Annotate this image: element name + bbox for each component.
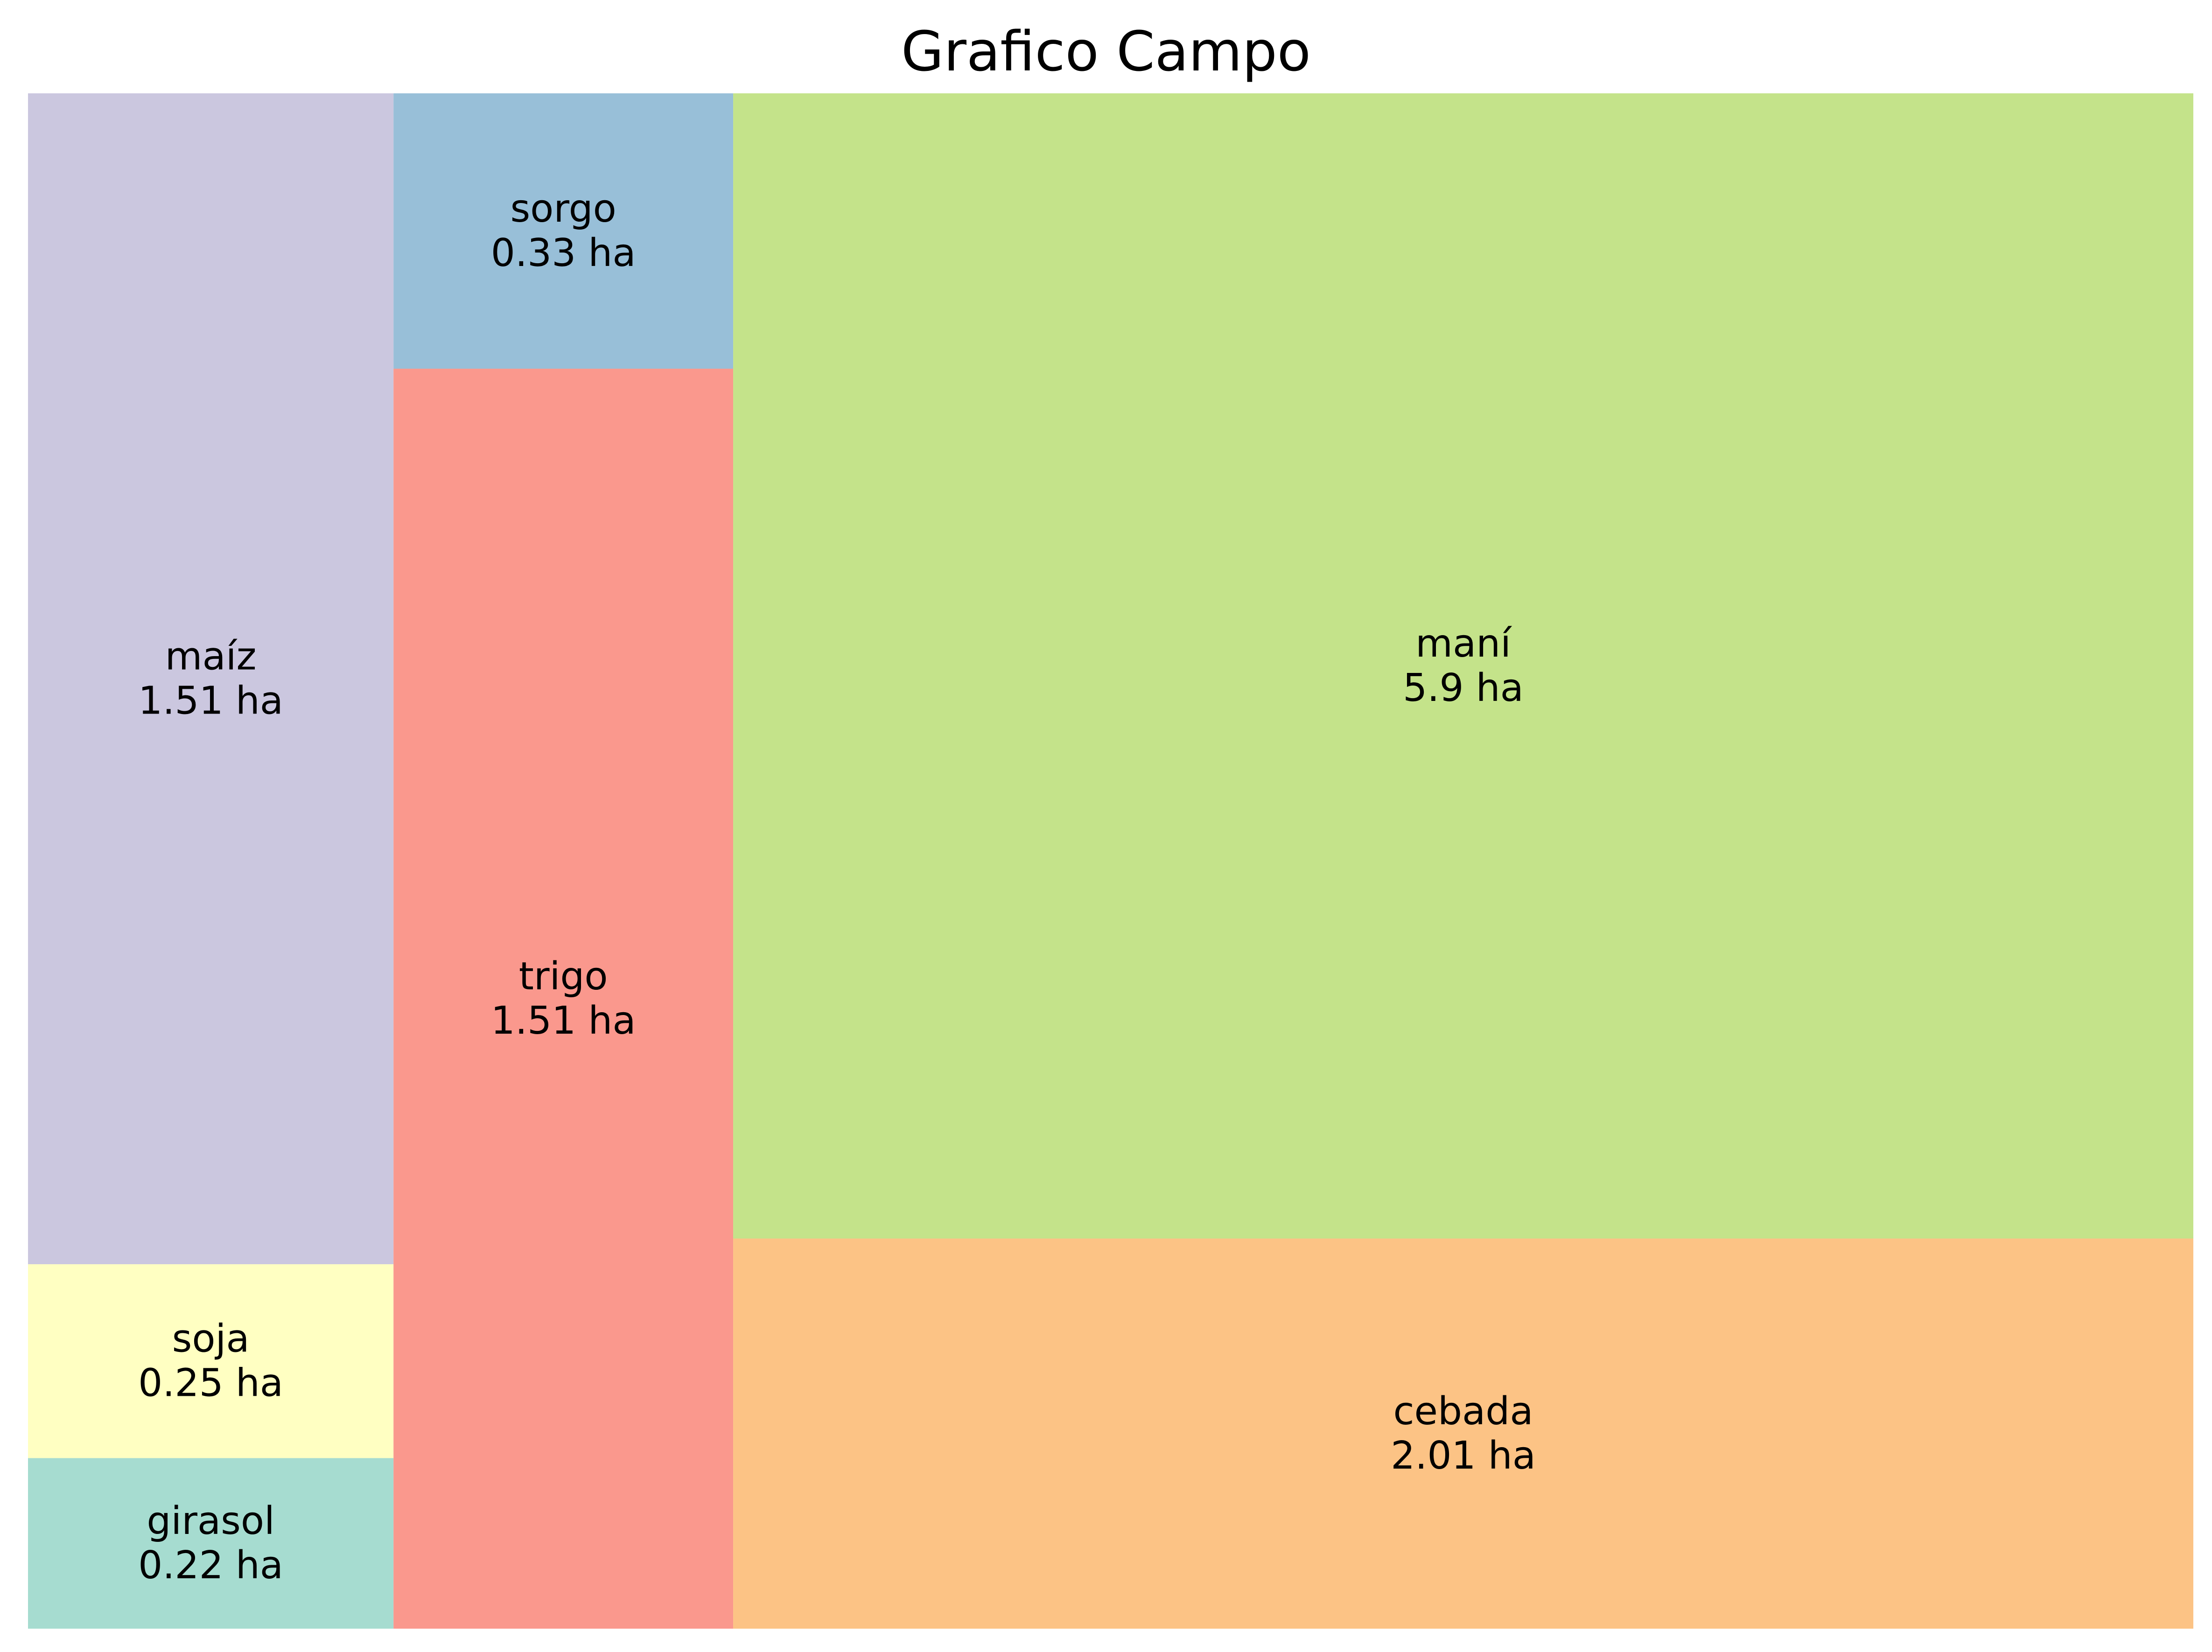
treemap-label-sorgo: sorgo	[510, 187, 616, 231]
treemap-rect-sorgo	[393, 93, 734, 369]
treemap-value-girasol: 0.22 ha	[138, 1543, 283, 1588]
treemap-rect-mani	[733, 93, 2193, 1239]
treemap-value-trigo: 1.51 ha	[491, 999, 636, 1043]
treemap-label-trigo: trigo	[519, 954, 608, 999]
treemap-label-soja: soja	[172, 1317, 250, 1361]
treemap-label-girasol: girasol	[147, 1499, 274, 1543]
treemap-label-maiz: maíz	[165, 635, 257, 679]
chart-title: Grafico Campo	[901, 19, 1311, 84]
treemap-value-cebada: 2.01 ha	[1391, 1434, 1536, 1478]
treemap-value-mani: 5.9 ha	[1403, 666, 1524, 710]
treemap-rect-girasol	[28, 1458, 394, 1629]
treemap-rect-soja	[28, 1264, 394, 1458]
treemap-value-sorgo: 0.33 ha	[491, 231, 636, 275]
treemap-value-soja: 0.25 ha	[138, 1361, 283, 1406]
treemap-label-mani: maní	[1415, 622, 1512, 666]
treemap-rect-cebada	[733, 1238, 2193, 1629]
treemap-label-cebada: cebada	[1393, 1389, 1533, 1434]
treemap-rect-maiz	[28, 93, 394, 1265]
treemap-rect-trigo	[393, 369, 734, 1629]
treemap-value-maiz: 1.51 ha	[138, 679, 283, 723]
